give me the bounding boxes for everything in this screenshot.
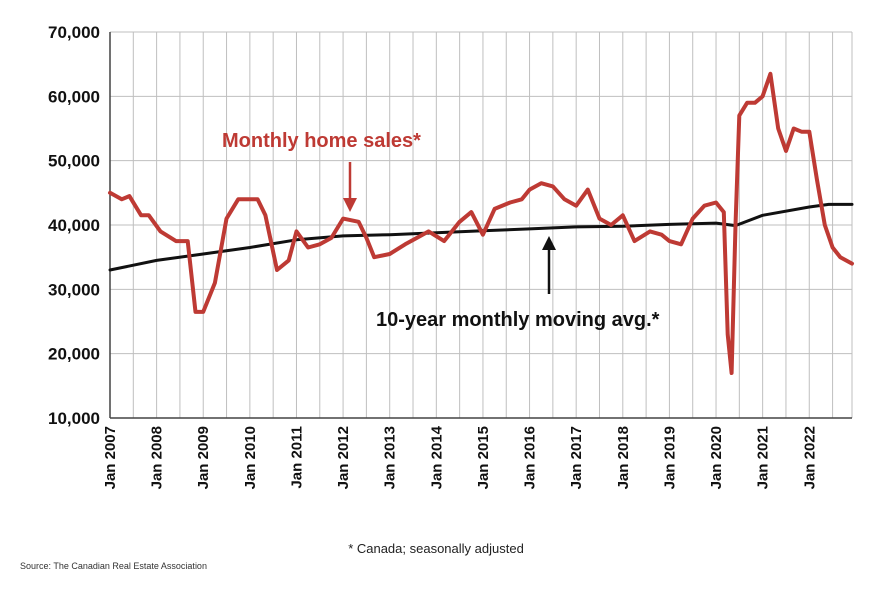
x-tick-label: Jan 2008 — [149, 426, 166, 489]
average-arrow-head — [542, 236, 556, 250]
y-tick-label: 40,000 — [48, 216, 100, 235]
y-tick-label: 50,000 — [48, 152, 100, 171]
x-tick-label: Jan 2018 — [615, 426, 632, 489]
y-tick-label: 10,000 — [48, 409, 100, 428]
x-tick-label: Jan 2011 — [288, 426, 305, 489]
x-tick-label: Jan 2014 — [428, 425, 445, 489]
x-tick-label: Jan 2017 — [568, 426, 585, 489]
sales-arrow-head — [343, 198, 357, 212]
sales-line — [108, 71, 854, 375]
source-credit: Source: The Canadian Real Estate Associa… — [20, 561, 207, 571]
y-tick-label: 20,000 — [48, 345, 100, 364]
average-series-label: 10-year monthly moving avg.* — [376, 309, 660, 331]
x-tick-label: Jan 2015 — [475, 426, 492, 489]
x-tick-label: Jan 2012 — [335, 426, 352, 489]
annotations: Monthly home sales* 10-year monthly movi… — [222, 130, 660, 331]
series-lines — [108, 71, 854, 375]
axes: 10,000 20,000 30,000 40,000 50,000 60,000 70,0… — [48, 23, 852, 489]
x-tick-label: Jan 2021 — [755, 426, 772, 489]
y-tick-label: 60,000 — [48, 87, 100, 106]
x-tick-label: Jan 2022 — [801, 426, 818, 489]
x-tick-label: Jan 2019 — [661, 426, 678, 489]
x-tick-label: Jan 2016 — [522, 426, 539, 489]
y-tick-label: 70,000 — [48, 23, 100, 42]
y-tick-label: 30,000 — [48, 280, 100, 299]
footnote: * Canada; seasonally adjusted — [348, 541, 524, 556]
x-tick-label: Jan 2010 — [242, 426, 259, 489]
x-tick-label: Jan 2013 — [382, 426, 399, 489]
average-line — [108, 202, 854, 272]
x-tick-label: Jan 2007 — [102, 426, 119, 489]
x-tick-label: Jan 2020 — [708, 426, 725, 489]
line-chart: 10,000 20,000 30,000 40,000 50,000 60,000 70,0… — [48, 23, 854, 489]
sales-series-label: Monthly home sales* — [222, 130, 421, 152]
x-tick-label: Jan 2009 — [195, 426, 212, 489]
